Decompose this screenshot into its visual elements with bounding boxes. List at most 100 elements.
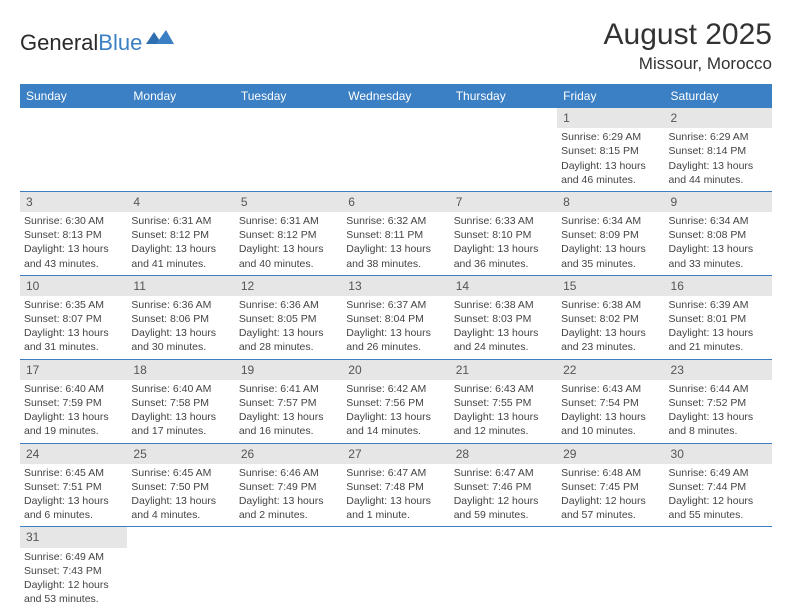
- calendar-cell: 7Sunrise: 6:33 AMSunset: 8:10 PMDaylight…: [450, 191, 557, 275]
- sunrise-line: Sunrise: 6:34 AM: [669, 214, 768, 228]
- day-content: Sunrise: 6:47 AMSunset: 7:46 PMDaylight:…: [450, 464, 557, 527]
- day-content: Sunrise: 6:31 AMSunset: 8:12 PMDaylight:…: [127, 212, 234, 275]
- calendar-cell: 6Sunrise: 6:32 AMSunset: 8:11 PMDaylight…: [342, 191, 449, 275]
- day-number: 6: [342, 192, 449, 212]
- daylight-line: Daylight: 12 hours and 53 minutes.: [24, 578, 123, 606]
- calendar-cell: 10Sunrise: 6:35 AMSunset: 8:07 PMDayligh…: [20, 275, 127, 359]
- calendar-cell: 15Sunrise: 6:38 AMSunset: 8:02 PMDayligh…: [557, 275, 664, 359]
- logo-text: GeneralBlue: [20, 30, 142, 56]
- calendar-cell: 21Sunrise: 6:43 AMSunset: 7:55 PMDayligh…: [450, 359, 557, 443]
- daylight-line: Daylight: 13 hours and 26 minutes.: [346, 326, 445, 354]
- day-number: 25: [127, 444, 234, 464]
- daylight-line: Daylight: 13 hours and 10 minutes.: [561, 410, 660, 438]
- header: GeneralBlue August 2025 Missour, Morocco: [20, 18, 772, 74]
- daylight-line: Daylight: 12 hours and 57 minutes.: [561, 494, 660, 522]
- day-number: 12: [235, 276, 342, 296]
- day-number: 18: [127, 360, 234, 380]
- day-number: 17: [20, 360, 127, 380]
- day-content: Sunrise: 6:38 AMSunset: 8:02 PMDaylight:…: [557, 296, 664, 359]
- sunset-line: Sunset: 7:54 PM: [561, 396, 660, 410]
- calendar-cell: 30Sunrise: 6:49 AMSunset: 7:44 PMDayligh…: [665, 443, 772, 527]
- sunset-line: Sunset: 7:58 PM: [131, 396, 230, 410]
- calendar-cell: 25Sunrise: 6:45 AMSunset: 7:50 PMDayligh…: [127, 443, 234, 527]
- day-number: 16: [665, 276, 772, 296]
- day-number: 30: [665, 444, 772, 464]
- weekday-header: Saturday: [665, 84, 772, 108]
- calendar-cell: 26Sunrise: 6:46 AMSunset: 7:49 PMDayligh…: [235, 443, 342, 527]
- calendar-cell: 24Sunrise: 6:45 AMSunset: 7:51 PMDayligh…: [20, 443, 127, 527]
- day-content: Sunrise: 6:45 AMSunset: 7:51 PMDaylight:…: [20, 464, 127, 527]
- day-number: 13: [342, 276, 449, 296]
- calendar-cell: 14Sunrise: 6:38 AMSunset: 8:03 PMDayligh…: [450, 275, 557, 359]
- day-number: 15: [557, 276, 664, 296]
- daylight-line: Daylight: 13 hours and 16 minutes.: [239, 410, 338, 438]
- day-content: Sunrise: 6:44 AMSunset: 7:52 PMDaylight:…: [665, 380, 772, 443]
- day-content: Sunrise: 6:33 AMSunset: 8:10 PMDaylight:…: [450, 212, 557, 275]
- sunset-line: Sunset: 7:52 PM: [669, 396, 768, 410]
- title-block: August 2025 Missour, Morocco: [604, 18, 772, 74]
- day-content: Sunrise: 6:37 AMSunset: 8:04 PMDaylight:…: [342, 296, 449, 359]
- day-number: 26: [235, 444, 342, 464]
- month-title: August 2025: [604, 18, 772, 52]
- day-number: 9: [665, 192, 772, 212]
- day-content: Sunrise: 6:43 AMSunset: 7:55 PMDaylight:…: [450, 380, 557, 443]
- daylight-line: Daylight: 13 hours and 44 minutes.: [669, 159, 768, 187]
- daylight-line: Daylight: 13 hours and 33 minutes.: [669, 242, 768, 270]
- sunset-line: Sunset: 7:51 PM: [24, 480, 123, 494]
- day-number: 1: [557, 108, 664, 128]
- sunrise-line: Sunrise: 6:45 AM: [131, 466, 230, 480]
- sunset-line: Sunset: 7:59 PM: [24, 396, 123, 410]
- logo: GeneralBlue: [20, 28, 174, 57]
- daylight-line: Daylight: 13 hours and 12 minutes.: [454, 410, 553, 438]
- sunset-line: Sunset: 8:07 PM: [24, 312, 123, 326]
- calendar-cell: 28Sunrise: 6:47 AMSunset: 7:46 PMDayligh…: [450, 443, 557, 527]
- daylight-line: Daylight: 13 hours and 36 minutes.: [454, 242, 553, 270]
- day-number: 14: [450, 276, 557, 296]
- day-number: 21: [450, 360, 557, 380]
- day-content: Sunrise: 6:29 AMSunset: 8:14 PMDaylight:…: [665, 128, 772, 191]
- calendar-cell: 3Sunrise: 6:30 AMSunset: 8:13 PMDaylight…: [20, 191, 127, 275]
- day-content: Sunrise: 6:45 AMSunset: 7:50 PMDaylight:…: [127, 464, 234, 527]
- day-number: 29: [557, 444, 664, 464]
- day-content: Sunrise: 6:36 AMSunset: 8:06 PMDaylight:…: [127, 296, 234, 359]
- sunrise-line: Sunrise: 6:44 AM: [669, 382, 768, 396]
- day-content: Sunrise: 6:47 AMSunset: 7:48 PMDaylight:…: [342, 464, 449, 527]
- day-number: 10: [20, 276, 127, 296]
- calendar-cell: [342, 108, 449, 191]
- daylight-line: Daylight: 13 hours and 4 minutes.: [131, 494, 230, 522]
- calendar-cell: [20, 108, 127, 191]
- daylight-line: Daylight: 13 hours and 40 minutes.: [239, 242, 338, 270]
- day-content: Sunrise: 6:34 AMSunset: 8:09 PMDaylight:…: [557, 212, 664, 275]
- sunset-line: Sunset: 7:56 PM: [346, 396, 445, 410]
- calendar-cell: 19Sunrise: 6:41 AMSunset: 7:57 PMDayligh…: [235, 359, 342, 443]
- sunrise-line: Sunrise: 6:35 AM: [24, 298, 123, 312]
- sunset-line: Sunset: 8:03 PM: [454, 312, 553, 326]
- day-number: 28: [450, 444, 557, 464]
- sunrise-line: Sunrise: 6:41 AM: [239, 382, 338, 396]
- calendar-cell: 18Sunrise: 6:40 AMSunset: 7:58 PMDayligh…: [127, 359, 234, 443]
- calendar-cell: 11Sunrise: 6:36 AMSunset: 8:06 PMDayligh…: [127, 275, 234, 359]
- day-content: Sunrise: 6:36 AMSunset: 8:05 PMDaylight:…: [235, 296, 342, 359]
- calendar-cell: 5Sunrise: 6:31 AMSunset: 8:12 PMDaylight…: [235, 191, 342, 275]
- day-content: Sunrise: 6:43 AMSunset: 7:54 PMDaylight:…: [557, 380, 664, 443]
- sunset-line: Sunset: 8:02 PM: [561, 312, 660, 326]
- day-number: 20: [342, 360, 449, 380]
- sunset-line: Sunset: 8:04 PM: [346, 312, 445, 326]
- sunrise-line: Sunrise: 6:33 AM: [454, 214, 553, 228]
- daylight-line: Daylight: 13 hours and 41 minutes.: [131, 242, 230, 270]
- sunset-line: Sunset: 7:45 PM: [561, 480, 660, 494]
- calendar-cell: [557, 527, 664, 610]
- sunrise-line: Sunrise: 6:42 AM: [346, 382, 445, 396]
- day-number: 24: [20, 444, 127, 464]
- weekday-header: Thursday: [450, 84, 557, 108]
- calendar-cell: 29Sunrise: 6:48 AMSunset: 7:45 PMDayligh…: [557, 443, 664, 527]
- day-content: Sunrise: 6:49 AMSunset: 7:44 PMDaylight:…: [665, 464, 772, 527]
- sunrise-line: Sunrise: 6:34 AM: [561, 214, 660, 228]
- daylight-line: Daylight: 13 hours and 17 minutes.: [131, 410, 230, 438]
- daylight-line: Daylight: 13 hours and 21 minutes.: [669, 326, 768, 354]
- daylight-line: Daylight: 13 hours and 2 minutes.: [239, 494, 338, 522]
- day-content: Sunrise: 6:42 AMSunset: 7:56 PMDaylight:…: [342, 380, 449, 443]
- calendar-cell: [127, 108, 234, 191]
- sunset-line: Sunset: 7:43 PM: [24, 564, 123, 578]
- sunset-line: Sunset: 8:12 PM: [239, 228, 338, 242]
